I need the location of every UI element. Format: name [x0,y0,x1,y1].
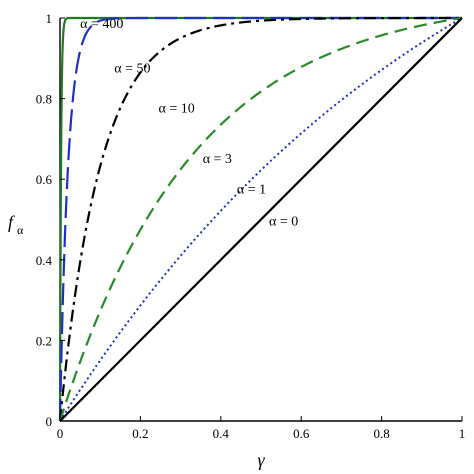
y-tick-label: 1 [46,11,53,26]
series-line [58,16,462,423]
series-line [58,17,463,423]
curve-label: α = 3 [203,152,232,167]
series-group [58,16,463,423]
x-tick-label: 0.4 [213,426,230,441]
y-tick-label: 0 [46,414,53,429]
y-axis-label-subscript: α [17,223,24,237]
x-tick-label: 0 [57,426,64,441]
annotations-group: α = 400 α = 50 α = 10 α = 3 α = 1 α = 0 [80,17,298,229]
curve-label: α = 1 [237,182,266,197]
x-axis-label: γ [257,450,265,470]
y-tick-label: 0.6 [36,172,53,187]
x-tick-label: 0.2 [132,426,148,441]
y-axis-label: f [8,212,16,232]
series-line [58,16,462,423]
ticks-group: 0 0.2 0.4 0.6 0.8 1 0 0.2 0.4 0.6 0.8 1 [36,11,466,441]
curve-label: α = 0 [269,215,298,230]
x-tick-label: 1 [459,426,466,441]
curve-label: α = 400 [80,17,123,32]
y-tick-label: 0.8 [36,92,52,107]
x-tick-label: 0.6 [293,426,310,441]
y-tick-label: 0.2 [36,333,52,348]
y-tick-label: 0.4 [36,253,53,268]
curve-label: α = 10 [158,102,194,117]
x-tick-label: 0.8 [373,426,389,441]
curve-label: α = 50 [114,61,150,76]
series-line [59,17,463,422]
series-line [58,16,463,423]
